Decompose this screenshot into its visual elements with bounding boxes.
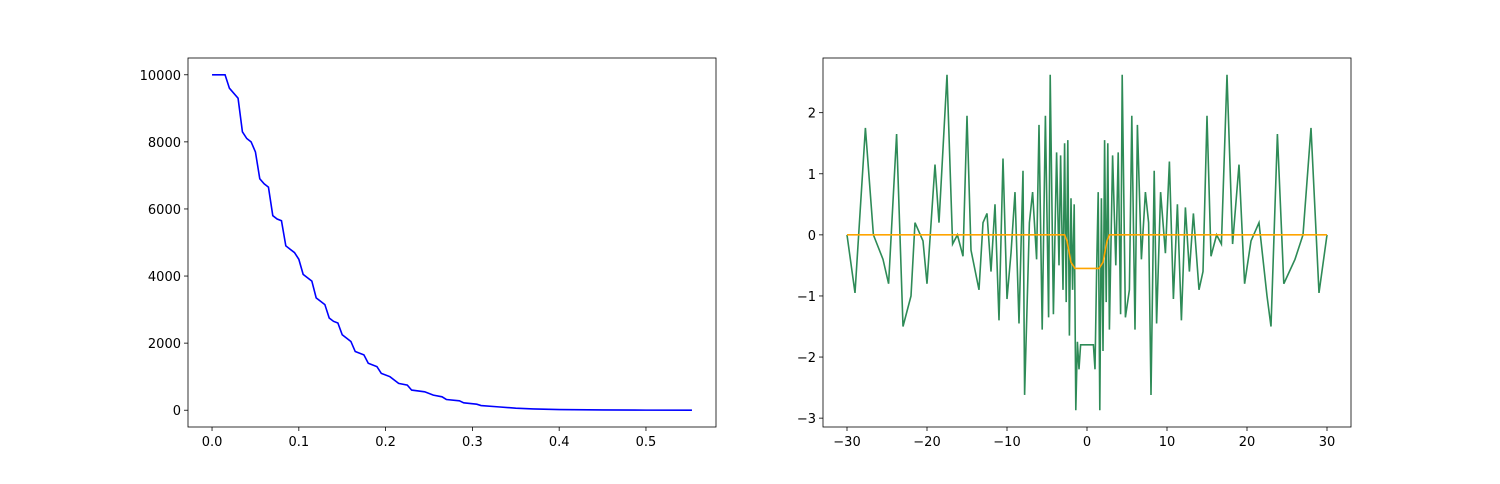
y-tick-label: −2 — [797, 351, 816, 366]
x-tick-label: 0.5 — [636, 435, 657, 450]
x-tick-label: −10 — [993, 435, 1020, 450]
data-line — [846, 74, 1328, 411]
y-tick-label: −3 — [797, 412, 816, 427]
y-tick-label: 1 — [808, 168, 816, 183]
y-tick-label: −1 — [797, 290, 816, 305]
x-tick-label: −20 — [913, 435, 940, 450]
y-tick-label: 8000 — [148, 136, 181, 151]
y-tick-label: 0 — [173, 404, 181, 419]
x-tick-label: 30 — [1319, 435, 1336, 450]
x-tick-label: 10 — [1159, 435, 1176, 450]
x-tick-label: 0.0 — [202, 435, 223, 450]
y-tick-label: 10000 — [140, 69, 181, 84]
x-tick-label: 0.1 — [288, 435, 309, 450]
axes-frame — [187, 57, 717, 428]
axes-frame — [822, 57, 1352, 428]
y-tick-label: 2000 — [148, 337, 181, 352]
data-line — [847, 234, 1327, 270]
x-tick-label: −30 — [833, 435, 860, 450]
x-tick-label: 0.4 — [549, 435, 570, 450]
x-tick-label: 0.2 — [375, 435, 396, 450]
x-tick-label: 0 — [1083, 435, 1091, 450]
y-tick-label: 0 — [808, 229, 816, 244]
x-tick-label: 0.3 — [462, 435, 483, 450]
data-line — [212, 73, 692, 412]
y-tick-label: 2 — [808, 107, 816, 122]
y-tick-label: 4000 — [148, 270, 181, 285]
y-tick-label: 6000 — [148, 203, 181, 218]
x-tick-label: 20 — [1239, 435, 1256, 450]
